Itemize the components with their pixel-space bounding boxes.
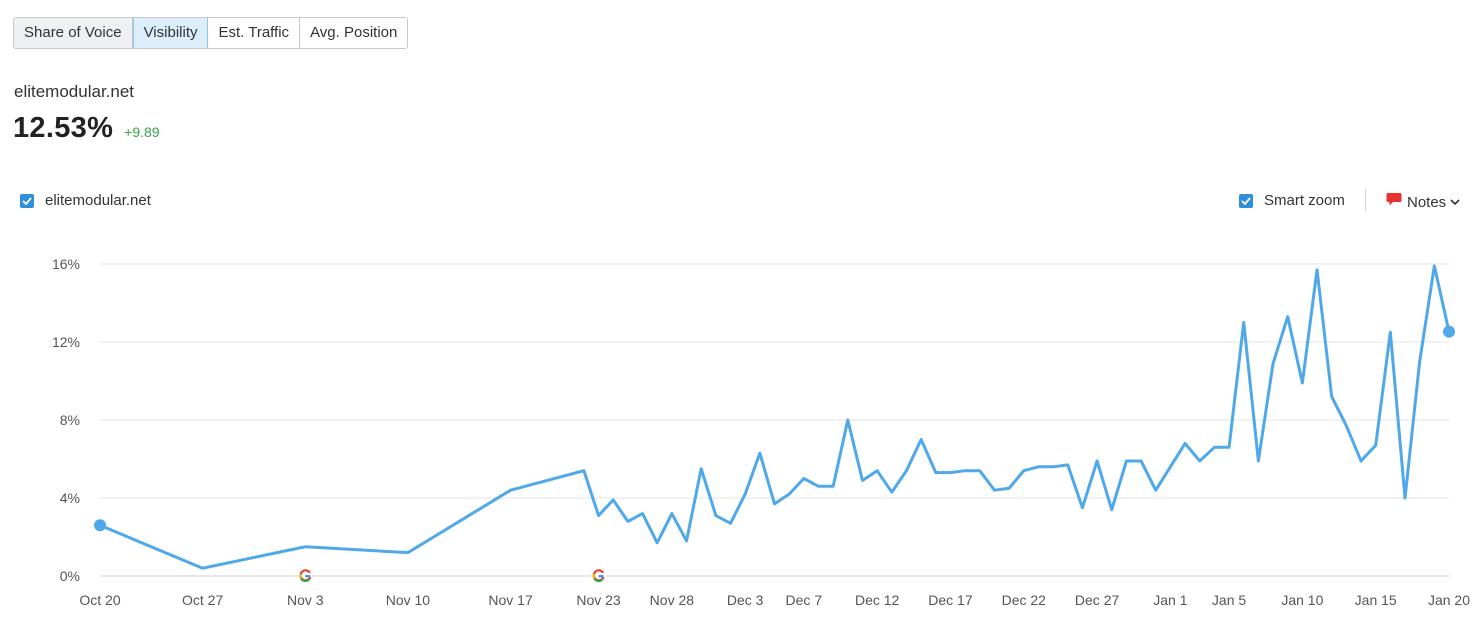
y-tick-label: 4% bbox=[60, 490, 80, 506]
x-tick-label: Dec 22 bbox=[1002, 592, 1047, 608]
checkbox-checked-icon[interactable] bbox=[20, 193, 34, 208]
x-tick-label: Dec 12 bbox=[855, 592, 900, 608]
y-tick-label: 12% bbox=[52, 334, 80, 350]
x-tick-label: Dec 17 bbox=[928, 592, 973, 608]
notes-dropdown[interactable]: Notes bbox=[1386, 192, 1460, 212]
notes-label: Notes bbox=[1407, 193, 1447, 211]
metric-delta: +9.89 bbox=[124, 124, 160, 140]
tab-visibility[interactable]: Visibility bbox=[132, 18, 209, 48]
y-tick-label: 16% bbox=[52, 256, 80, 272]
x-tick-label: Dec 3 bbox=[727, 592, 764, 608]
chevron-down-icon bbox=[1450, 193, 1460, 211]
y-tick-label: 0% bbox=[60, 568, 80, 584]
x-tick-label: Oct 20 bbox=[79, 592, 120, 608]
legend-series-label: elitemodular.net bbox=[45, 192, 151, 209]
metric-summary: 12.53% +9.89 bbox=[13, 112, 160, 145]
x-tick-label: Jan 20 bbox=[1428, 592, 1470, 608]
smart-zoom-label: Smart zoom bbox=[1264, 192, 1345, 209]
tab-est-traffic[interactable]: Est. Traffic bbox=[208, 18, 301, 48]
smart-zoom-toggle[interactable]: Smart zoom bbox=[1239, 192, 1345, 209]
visibility-line-chart: 0% 4% 8% 12% 16% Oct 20 Oct 27 Nov 3 Nov 10 Nov … bbox=[52, 256, 1470, 608]
google-update-icon[interactable] bbox=[298, 569, 313, 583]
x-tick-label: Dec 27 bbox=[1075, 592, 1120, 608]
series-start-point[interactable] bbox=[94, 519, 106, 532]
speech-bubble-icon bbox=[1386, 192, 1402, 212]
metric-tabs: Share of Voice Visibility Est. Traffic A… bbox=[13, 17, 409, 49]
x-tick-label: Nov 17 bbox=[488, 592, 533, 608]
x-tick-label: Nov 3 bbox=[287, 592, 324, 608]
x-tick-label: Nov 28 bbox=[650, 592, 695, 608]
controls-divider bbox=[1365, 189, 1366, 211]
x-tick-label: Jan 5 bbox=[1212, 592, 1246, 608]
series-end-point[interactable] bbox=[1443, 325, 1455, 338]
domain-title: elitemodular.net bbox=[14, 82, 135, 101]
legend-series-toggle[interactable]: elitemodular.net bbox=[20, 192, 151, 209]
x-tick-label: Jan 15 bbox=[1355, 592, 1397, 608]
x-tick-label: Jan 1 bbox=[1153, 592, 1187, 608]
google-update-icon[interactable] bbox=[591, 569, 606, 583]
x-tick-label: Dec 7 bbox=[786, 592, 823, 608]
x-tick-label: Oct 27 bbox=[182, 592, 223, 608]
series-line bbox=[98, 264, 1451, 570]
x-tick-label: Nov 23 bbox=[576, 592, 621, 608]
checkbox-checked-icon[interactable] bbox=[1239, 193, 1253, 208]
y-tick-label: 8% bbox=[60, 412, 80, 428]
x-tick-label: Nov 10 bbox=[386, 592, 431, 608]
tab-share-of-voice[interactable]: Share of Voice bbox=[14, 18, 133, 48]
metric-value: 12.53% bbox=[13, 112, 114, 144]
tab-avg-position[interactable]: Avg. Position bbox=[300, 18, 408, 48]
x-tick-label: Jan 10 bbox=[1281, 592, 1323, 608]
